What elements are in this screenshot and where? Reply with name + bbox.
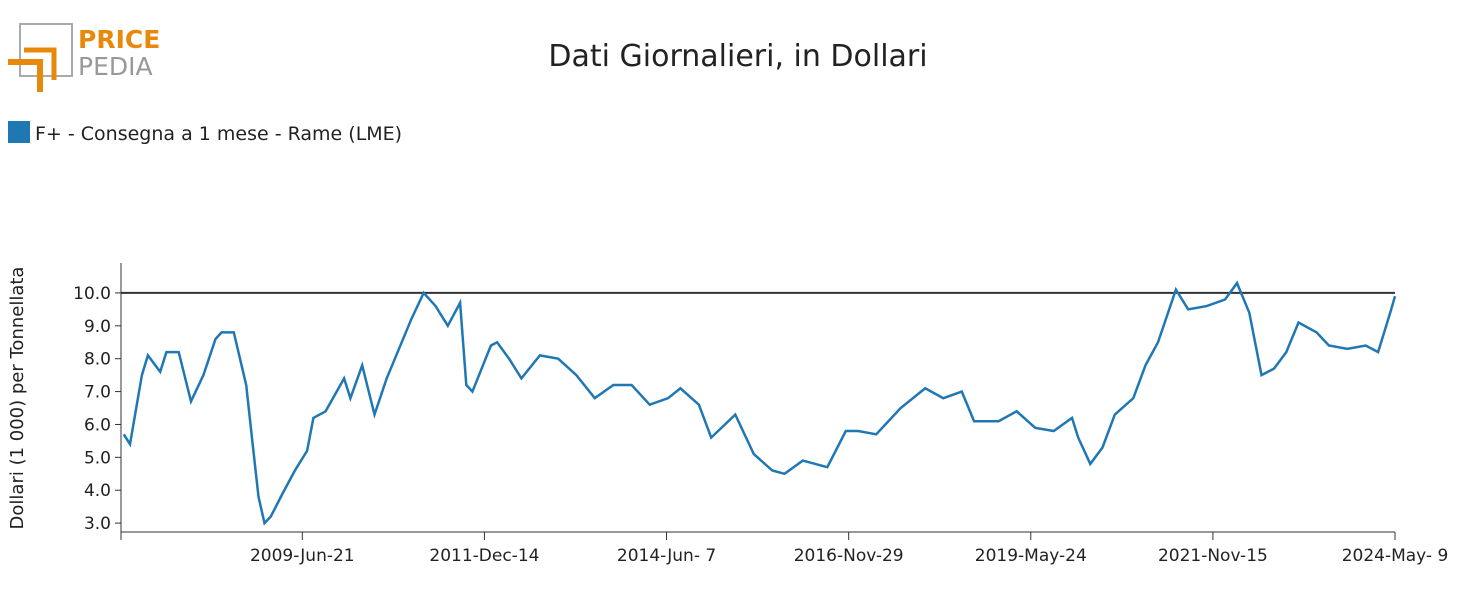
y-tick-label: 10.0 [73, 284, 111, 304]
y-tick-label: 8.0 [84, 350, 111, 370]
y-tick-label: 9.0 [84, 317, 111, 337]
logo-mark [24, 47, 57, 80]
chart-title: Dati Giornalieri, in Dollari [548, 39, 927, 74]
legend-swatch [8, 121, 30, 143]
logo: PRICE PEDIA [8, 23, 160, 92]
logo-text: PEDIA [78, 52, 153, 81]
x-tick-label: 2011-Dec-14 [429, 546, 539, 566]
logo-text: PRICE [78, 25, 160, 54]
x-tick-label: 2024-May- 9 [1342, 546, 1449, 566]
x-tick-label: 2019-May-24 [975, 546, 1087, 566]
data-line [122, 280, 1397, 526]
x-tick-label: 2021-Nov-15 [1158, 546, 1268, 566]
x-tick-label: 2009-Jun-21 [250, 546, 355, 566]
logo-mark [8, 59, 43, 92]
legend-label: F+ - Consegna a 1 mese - Rame (LME) [35, 123, 402, 145]
y-tick-label: 4.0 [84, 481, 111, 501]
x-tick-label: 2016-Nov-29 [794, 546, 904, 566]
y-axis-label: Dollari (1 000) per Tonnellata [7, 267, 28, 530]
y-tick-label: 7.0 [84, 383, 111, 403]
logo-frame [19, 23, 73, 77]
x-tick-label: 2014-Jun- 7 [617, 546, 716, 566]
y-tick-label: 5.0 [84, 448, 111, 468]
y-tick-label: 6.0 [84, 415, 111, 435]
y-tick-label: 3.0 [84, 514, 111, 534]
